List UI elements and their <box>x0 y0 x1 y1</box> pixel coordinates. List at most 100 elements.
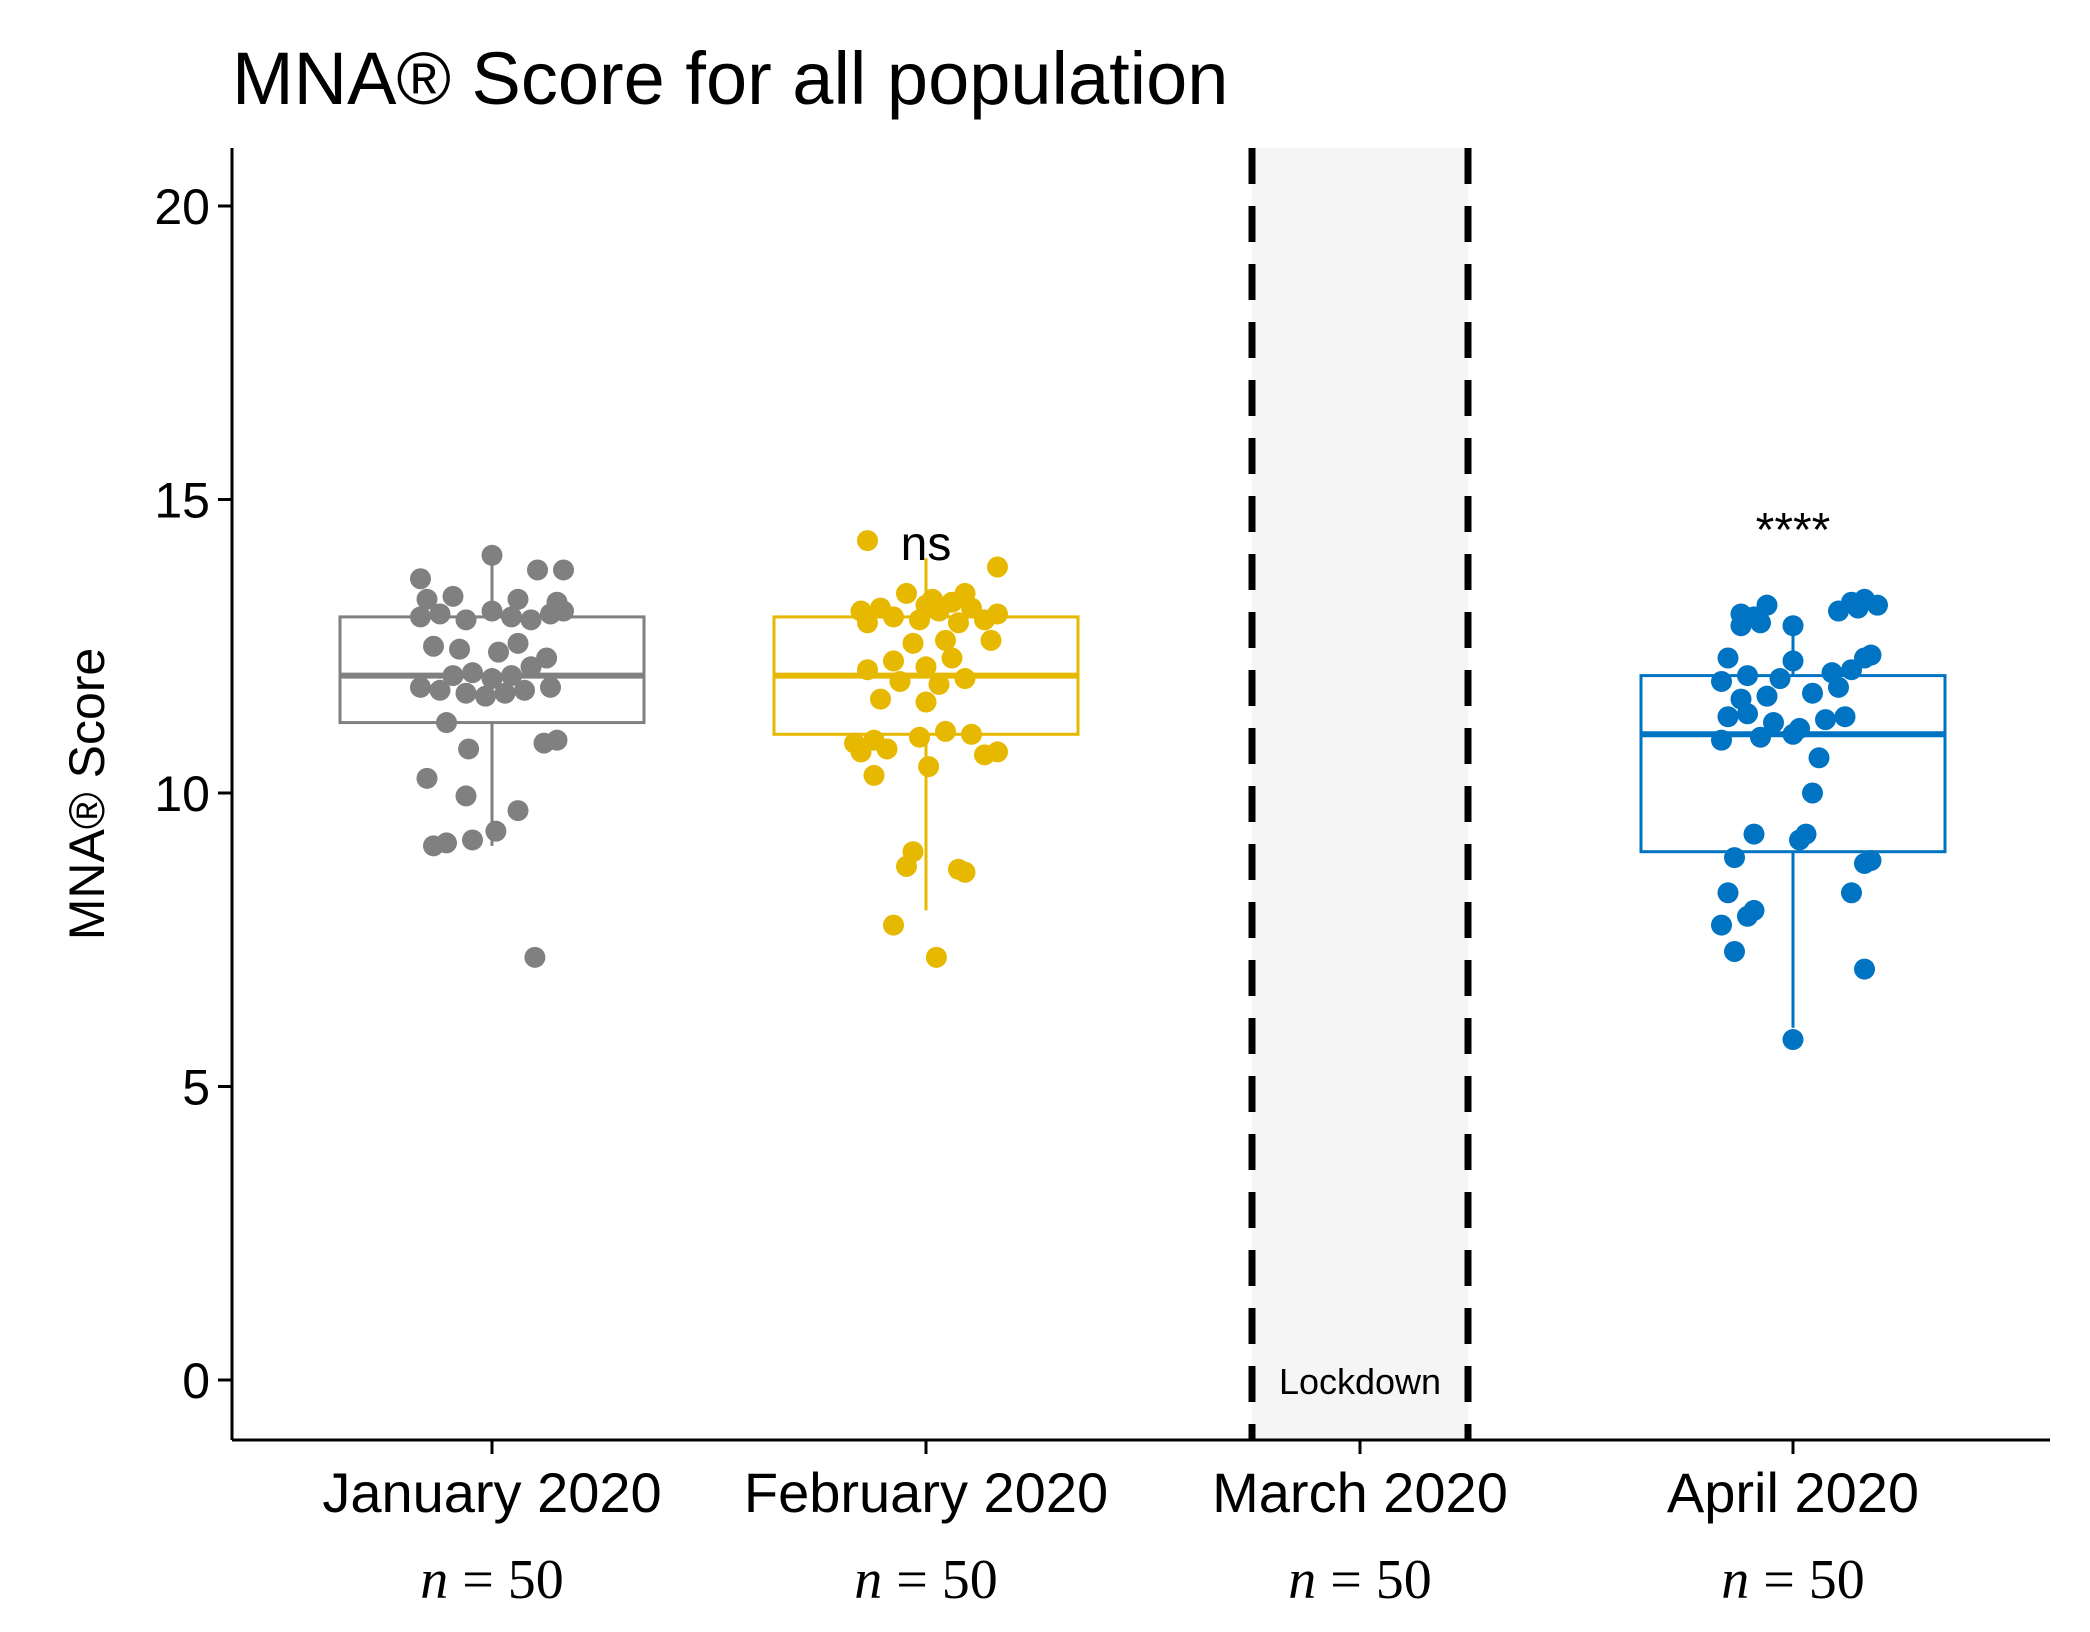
data-point <box>536 647 558 669</box>
data-point <box>915 691 937 713</box>
data-point <box>416 588 438 610</box>
data-point <box>1782 650 1804 672</box>
data-point <box>1860 644 1882 666</box>
data-point <box>553 559 574 581</box>
data-point <box>423 635 444 657</box>
data-point <box>902 632 924 654</box>
data-point <box>436 832 457 854</box>
data-point <box>501 606 522 628</box>
data-point <box>889 670 911 692</box>
y-tick-label: 5 <box>182 1060 210 1116</box>
data-point <box>442 665 464 687</box>
y-tick-label: 0 <box>182 1353 210 1409</box>
significance-annotation: **** <box>1756 504 1831 557</box>
data-point <box>520 656 542 678</box>
data-point <box>1724 940 1745 962</box>
data-point <box>1763 712 1784 734</box>
y-tick-label: 15 <box>154 473 210 529</box>
data-point <box>1808 747 1830 769</box>
data-point <box>857 659 878 681</box>
data-point <box>1730 603 1752 625</box>
data-point <box>481 544 503 566</box>
chart-title: MNA® Score for all population <box>232 37 1228 120</box>
y-axis-title: MNA® Score <box>59 648 115 940</box>
data-point <box>948 858 969 880</box>
data-point <box>416 767 438 789</box>
data-point <box>987 556 1008 578</box>
series-february-2020: ns <box>772 518 1080 968</box>
data-point <box>1860 850 1882 872</box>
data-point <box>520 609 542 631</box>
n-label: n = 50 <box>420 1549 564 1611</box>
data-point <box>870 597 891 619</box>
data-point <box>1795 823 1817 845</box>
data-point <box>546 591 568 613</box>
data-point <box>429 603 451 625</box>
data-point <box>1841 882 1862 904</box>
plot-area: Lockdown 0 5 10 15 20 January 2020 n = 50 Februa… <box>154 148 2050 1611</box>
data-point <box>844 732 865 754</box>
x-tick-label: February 2020 <box>744 1461 1108 1524</box>
data-point <box>1711 914 1732 936</box>
series-april-2020: **** <box>1639 504 1947 1051</box>
data-point <box>987 603 1008 625</box>
data-point <box>481 600 503 622</box>
data-point <box>1802 782 1823 804</box>
data-point <box>1724 847 1745 869</box>
data-point <box>1711 670 1732 692</box>
n-label: n = 50 <box>1721 1549 1865 1611</box>
data-point <box>485 820 507 842</box>
data-point <box>1711 729 1732 751</box>
data-point <box>902 841 924 863</box>
data-point <box>410 568 431 590</box>
data-point <box>458 738 480 760</box>
data-point <box>928 673 950 695</box>
data-point <box>1717 706 1739 728</box>
data-point <box>1815 709 1836 731</box>
data-point <box>883 914 904 936</box>
data-point <box>455 682 477 704</box>
data-point <box>896 582 917 604</box>
data-point <box>1802 682 1823 704</box>
data-point <box>857 530 878 552</box>
data-point <box>935 720 956 742</box>
data-point <box>514 679 535 701</box>
data-point <box>462 829 483 851</box>
data-point <box>1750 726 1771 748</box>
data-point <box>922 588 943 610</box>
data-point <box>1854 958 1875 980</box>
data-point <box>1756 685 1778 707</box>
data-point <box>954 582 976 604</box>
data-point <box>883 650 904 672</box>
data-point <box>941 647 963 669</box>
data-point <box>1834 706 1856 728</box>
data-point <box>987 741 1008 763</box>
data-point <box>442 585 464 607</box>
data-point <box>863 764 885 786</box>
data-point <box>1782 615 1804 637</box>
n-label: n = 50 <box>1288 1549 1432 1611</box>
data-point <box>1743 899 1765 921</box>
data-point <box>481 668 503 690</box>
data-point <box>429 679 451 701</box>
data-point <box>1717 647 1739 669</box>
data-point <box>475 685 496 707</box>
data-point <box>850 600 872 622</box>
data-point <box>436 712 457 734</box>
significance-annotation: ns <box>901 518 952 571</box>
data-point <box>524 946 546 968</box>
data-point <box>961 723 982 745</box>
data-point <box>925 946 947 968</box>
y-tick-label: 20 <box>154 179 210 235</box>
data-point <box>915 656 937 678</box>
data-point <box>1737 665 1758 687</box>
data-point <box>909 726 930 748</box>
data-point <box>501 665 522 687</box>
data-point <box>948 612 969 634</box>
y-tick-label: 10 <box>154 766 210 822</box>
data-point <box>1821 662 1843 684</box>
lockdown-shade <box>1252 148 1468 1440</box>
x-tick-label: March 2020 <box>1212 1461 1508 1524</box>
series-january-2020 <box>338 544 646 968</box>
